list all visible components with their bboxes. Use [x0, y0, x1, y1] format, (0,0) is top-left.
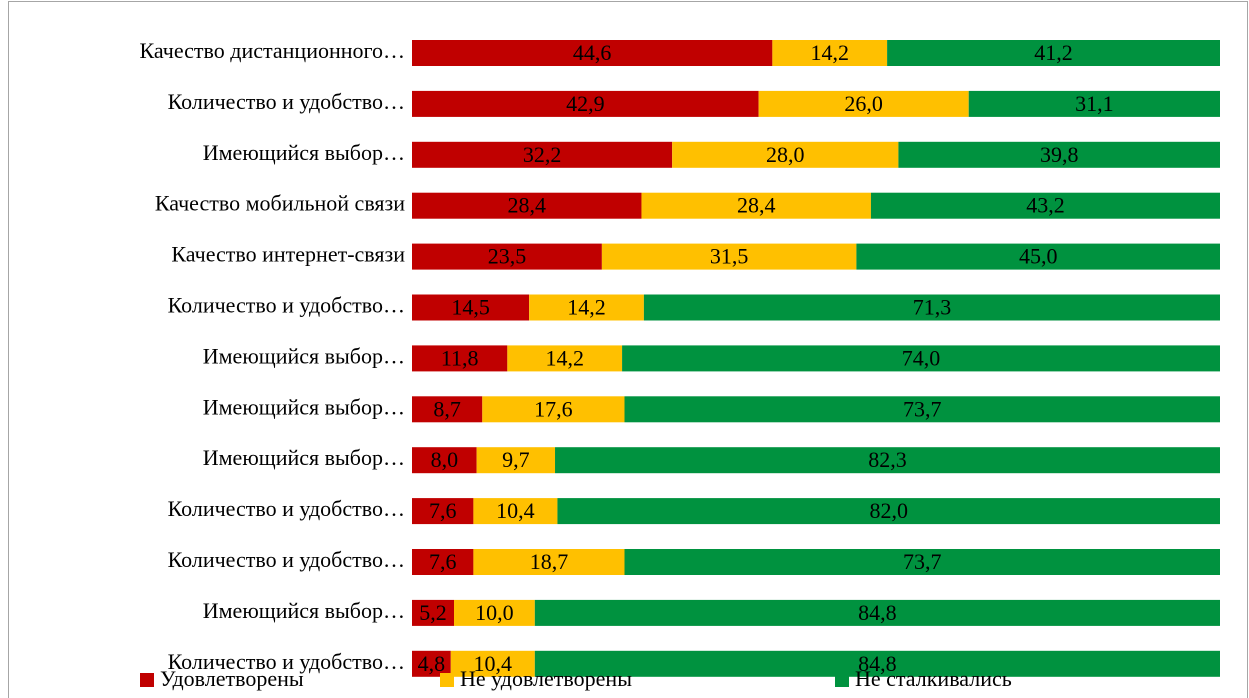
- y-tick-label: Качество мобильной связи: [155, 191, 405, 216]
- bar-segment: [476, 447, 556, 474]
- chart-frame: [8, 1, 1248, 698]
- data-label: 8,7: [433, 396, 461, 421]
- data-label: 5,2: [419, 600, 447, 625]
- data-label: 28,4: [737, 193, 776, 218]
- bar-segment: [412, 90, 759, 117]
- data-label: 74,0: [902, 345, 941, 370]
- legend-swatch: [440, 673, 454, 687]
- data-label: 45,0: [1019, 244, 1058, 269]
- data-label: 9,7: [502, 447, 530, 472]
- bar-segment: [624, 549, 1220, 575]
- bar-segment: [534, 599, 1220, 626]
- bar-segment: [758, 90, 969, 117]
- bar-segment: [412, 396, 483, 423]
- data-label: 10,0: [475, 600, 514, 625]
- data-label: 71,3: [913, 295, 952, 320]
- bar-segment: [557, 498, 1220, 525]
- data-label: 73,7: [903, 396, 942, 421]
- data-label: 44,6: [573, 40, 612, 65]
- data-label: 8,0: [431, 447, 459, 472]
- data-label: 14,2: [545, 345, 584, 370]
- legend-swatch: [835, 673, 849, 687]
- y-tick-label: Количество и удобство…: [168, 293, 405, 318]
- data-label: 7,6: [429, 498, 457, 523]
- data-label: 23,5: [488, 244, 527, 269]
- y-tick-label: Количество и удобство…: [168, 89, 405, 114]
- bar-segment: [856, 243, 1220, 270]
- data-label: 82,3: [868, 447, 907, 472]
- bar-segment: [412, 549, 474, 575]
- y-tick-label: Качество дистанционного…: [140, 38, 405, 63]
- y-tick-label: Имеющийся выбор…: [203, 394, 405, 419]
- bar-segment: [870, 192, 1220, 219]
- data-label: 14,5: [451, 295, 490, 320]
- data-label: 31,5: [710, 244, 749, 269]
- bar-segment: [412, 345, 508, 372]
- bar-segment: [601, 243, 857, 270]
- y-tick-label: Имеющийся выбор…: [203, 343, 405, 368]
- y-tick-label: Количество и удобство…: [168, 496, 405, 521]
- legend-label: Не удовлетворены: [460, 666, 632, 691]
- bar-segment: [412, 40, 773, 66]
- y-tick-label: Имеющийся выбор…: [203, 445, 405, 470]
- bar-segment: [534, 650, 1220, 677]
- data-label: 18,7: [530, 549, 569, 574]
- data-label: 84,8: [858, 600, 897, 625]
- bar-segment: [412, 294, 530, 321]
- bar-segment: [643, 294, 1220, 321]
- data-label: 43,2: [1026, 193, 1065, 218]
- bar-segment: [454, 599, 535, 626]
- bar-segment: [412, 447, 477, 474]
- bar-segment: [529, 294, 644, 321]
- data-label: 28,4: [507, 193, 546, 218]
- bar-segment: [555, 447, 1220, 474]
- data-label: 4,8: [418, 651, 446, 676]
- bar-segment: [412, 599, 455, 626]
- bar-segment: [412, 498, 474, 525]
- data-label: 14,2: [567, 295, 606, 320]
- data-label: 28,0: [766, 142, 805, 167]
- data-label: 10,4: [474, 651, 513, 676]
- data-label: 32,2: [523, 142, 562, 167]
- bar-segment: [507, 345, 623, 372]
- bar-segment: [772, 40, 888, 66]
- data-label: 73,7: [903, 549, 942, 574]
- bar-segment: [450, 650, 535, 677]
- data-label: 26,0: [844, 91, 883, 116]
- bar-segment: [898, 141, 1220, 168]
- legend-label: Удовлетворены: [160, 666, 304, 691]
- data-label: 39,8: [1040, 142, 1079, 167]
- y-tick-label: Количество и удобство…: [168, 649, 405, 674]
- data-label: 7,6: [429, 549, 457, 574]
- legend-swatch: [140, 673, 154, 687]
- data-label: 82,0: [869, 498, 908, 523]
- bar-segment: [412, 650, 451, 677]
- y-tick-label: Количество и удобство…: [168, 547, 405, 572]
- bar-segment: [473, 498, 558, 525]
- bar-segment: [887, 40, 1220, 66]
- data-label: 11,8: [441, 345, 479, 370]
- bar-segment: [412, 192, 642, 219]
- bar-segment: [412, 243, 602, 270]
- y-tick-label: Качество интернет-связи: [171, 242, 405, 267]
- bar-segment: [482, 396, 625, 423]
- bar-segment: [672, 141, 899, 168]
- bar-segment: [968, 90, 1220, 117]
- data-label: 10,4: [496, 498, 535, 523]
- data-label: 31,1: [1075, 91, 1114, 116]
- data-label: 42,9: [566, 91, 605, 116]
- data-label: 41,2: [1034, 40, 1073, 65]
- data-label: 84,8: [858, 651, 897, 676]
- data-label: 17,6: [534, 396, 573, 421]
- y-tick-label: Имеющийся выбор…: [203, 140, 405, 165]
- data-label: 14,2: [810, 40, 849, 65]
- bar-segment: [412, 141, 673, 168]
- legend-label: Не сталкивались: [855, 666, 1012, 691]
- bar-segment: [622, 345, 1220, 372]
- y-tick-label: Имеющийся выбор…: [203, 598, 405, 623]
- bar-segment: [473, 549, 625, 575]
- bar-segment: [624, 396, 1220, 423]
- bar-segment: [641, 192, 871, 219]
